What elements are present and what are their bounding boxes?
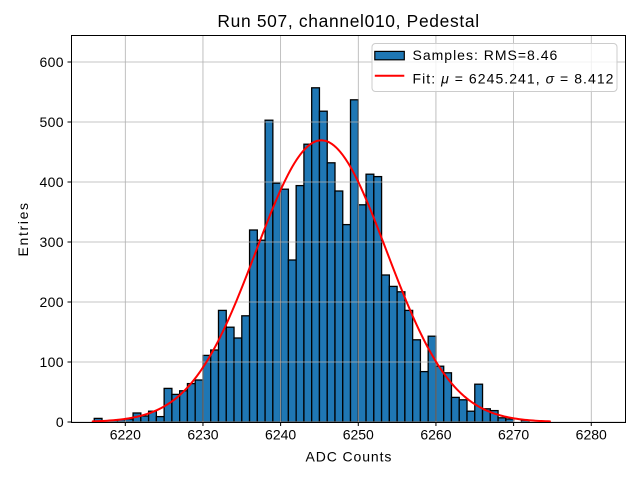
svg-text:600: 600 (39, 54, 64, 70)
svg-text:ADC Counts: ADC Counts (305, 449, 392, 465)
svg-text:Entries: Entries (15, 201, 31, 256)
svg-text:Fit: μ = 6245.241, σ = 8.412: Fit: μ = 6245.241, σ = 8.412 (413, 71, 615, 87)
svg-text:6220: 6220 (110, 427, 141, 443)
svg-text:6230: 6230 (187, 427, 218, 443)
svg-text:6250: 6250 (343, 427, 374, 443)
svg-text:500: 500 (39, 114, 64, 130)
svg-text:300: 300 (39, 234, 64, 250)
svg-text:6270: 6270 (498, 427, 529, 443)
svg-text:100: 100 (39, 354, 64, 370)
svg-text:Samples: RMS=8.46: Samples: RMS=8.46 (413, 47, 559, 63)
svg-text:6260: 6260 (420, 427, 451, 443)
svg-text:Run 507, channel010, Pedestal: Run 507, channel010, Pedestal (217, 11, 479, 31)
svg-text:6240: 6240 (265, 427, 296, 443)
svg-text:200: 200 (39, 294, 64, 310)
svg-text:400: 400 (39, 174, 64, 190)
svg-text:0: 0 (56, 414, 64, 430)
svg-text:6280: 6280 (576, 427, 607, 443)
